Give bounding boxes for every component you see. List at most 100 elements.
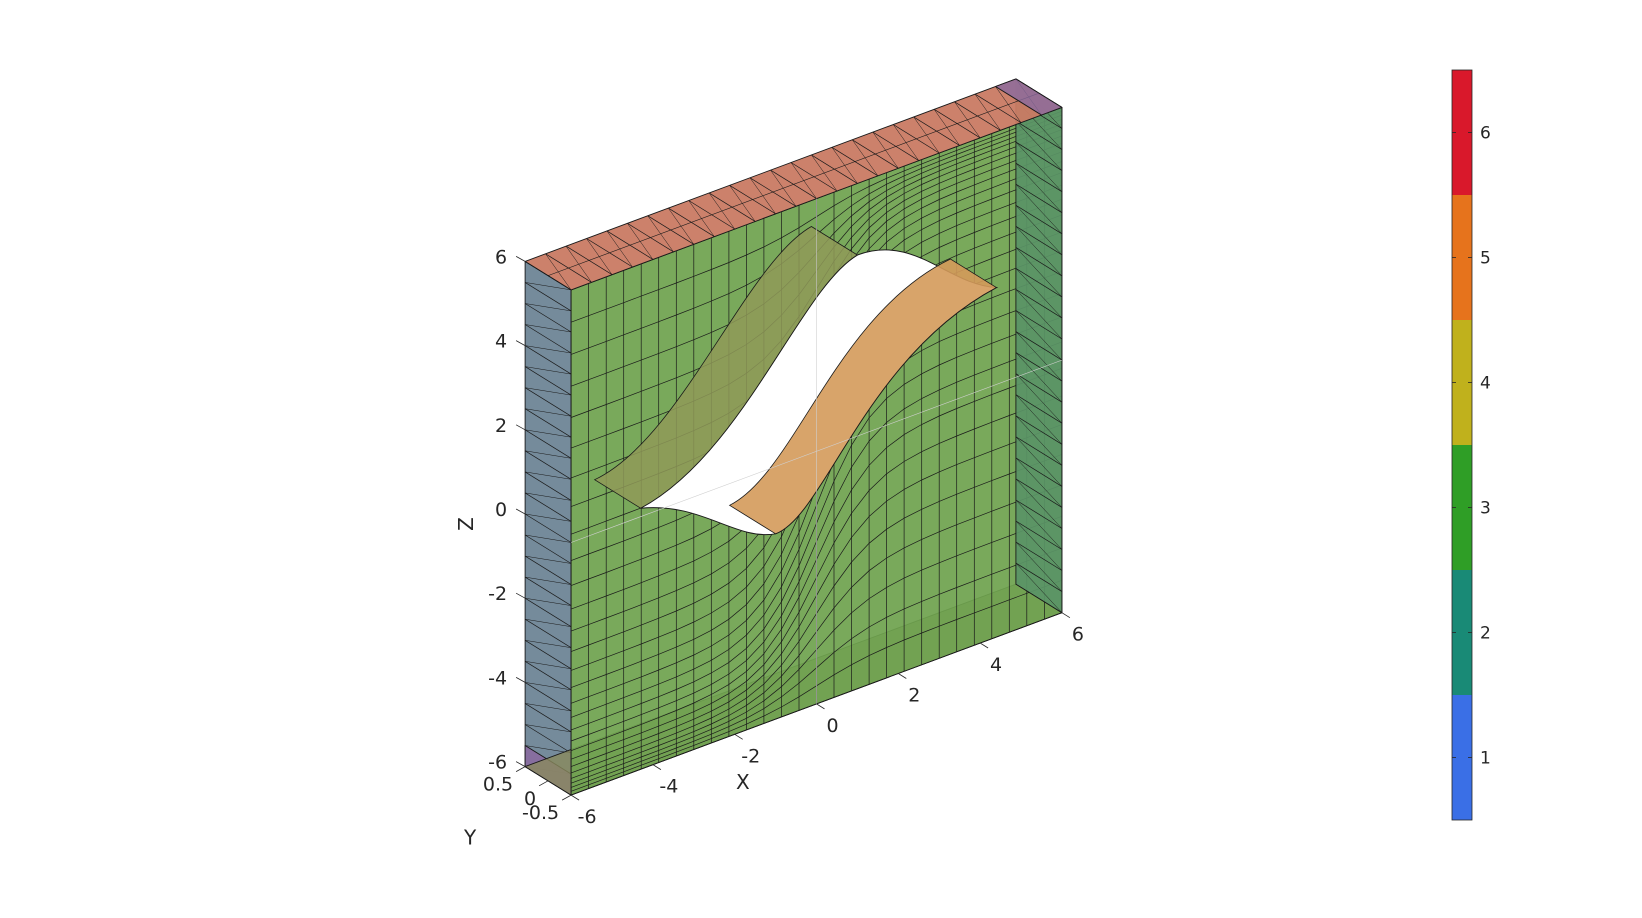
- mesh-line: [525, 640, 572, 648]
- colorbar-frame: [1451, 69, 1473, 821]
- z-tick-label: -6: [488, 752, 507, 774]
- mesh-line: [1015, 120, 1063, 150]
- mesh-line: [1015, 184, 1063, 234]
- mesh-line: [1015, 436, 1063, 466]
- mesh-line: [524, 618, 572, 648]
- z-tick-mark: [515, 256, 526, 262]
- mesh-line: [1015, 478, 1063, 508]
- mesh-line: [524, 429, 572, 459]
- x-tick-label: 0: [826, 715, 838, 737]
- mesh-line: [525, 408, 572, 417]
- mesh-line: [525, 282, 572, 291]
- x-tick-mark: [979, 642, 989, 649]
- mesh-line: [525, 387, 572, 396]
- colorbar-segment: [1452, 570, 1472, 695]
- colorbar-tick-label: 2: [1480, 624, 1491, 644]
- mesh-line: [1015, 141, 1063, 171]
- colorbar: 1 2 3 4 5 6: [1451, 69, 1491, 821]
- mesh-line: [524, 534, 572, 564]
- mesh-line: [1015, 141, 1063, 192]
- z-tick-mark: [515, 508, 526, 515]
- mesh-line: [1015, 415, 1063, 466]
- z-tick-label: 2: [495, 415, 507, 437]
- z-tick-label: 4: [495, 331, 507, 353]
- z-tick-mark: [515, 592, 526, 599]
- mesh-line: [1015, 226, 1063, 277]
- x-tick-mark: [1061, 612, 1071, 619]
- mesh-line: [525, 429, 572, 438]
- mesh-line: [524, 682, 572, 712]
- mesh-line: [525, 576, 572, 585]
- corner-cell: [995, 78, 1063, 116]
- mesh-line: [1015, 520, 1063, 550]
- mesh-line: [1015, 310, 1063, 340]
- mesh-line: [525, 555, 572, 564]
- mesh-line: [1015, 183, 1063, 213]
- colorbar-segment: [1452, 445, 1472, 570]
- left-face: [524, 260, 572, 796]
- mesh-line: [524, 261, 572, 291]
- mesh-line: [524, 576, 572, 606]
- mesh-line: [1015, 289, 1063, 319]
- mesh-line: [524, 597, 572, 627]
- mesh-line: [524, 703, 572, 733]
- mesh-line: [525, 513, 572, 522]
- mesh-line: [1015, 352, 1063, 382]
- mesh-line: [524, 661, 572, 691]
- z-tick-mark: [515, 677, 526, 683]
- y-tick-label: 0: [524, 788, 536, 810]
- mesh-line: [1015, 562, 1063, 613]
- colorbar-tick-label: 5: [1480, 249, 1491, 269]
- mesh-line: [1015, 247, 1063, 298]
- mesh-line: [524, 303, 572, 333]
- mesh-line: [525, 303, 572, 312]
- x-tick-mark: [816, 703, 825, 710]
- mesh-line: [1015, 394, 1063, 445]
- mesh-line: [1015, 205, 1063, 235]
- mesh-line: [1015, 520, 1063, 571]
- mesh-line: [1015, 541, 1063, 571]
- mesh-line: [525, 703, 572, 712]
- mesh-line: [524, 324, 572, 354]
- mesh-line: [1015, 226, 1063, 256]
- mesh-line: [1015, 373, 1063, 403]
- mesh-line: [1015, 247, 1063, 277]
- mesh-line: [1015, 562, 1063, 592]
- colorbar-segment: [1452, 695, 1472, 820]
- mesh-line: [525, 682, 572, 691]
- x-tick-label: 4: [990, 654, 1002, 676]
- x-tick-label: 6: [1072, 624, 1084, 646]
- mesh-line: [1015, 162, 1063, 192]
- mesh-line: [524, 492, 572, 522]
- mesh-line: [1015, 331, 1063, 361]
- y-tick-mark: [561, 794, 572, 801]
- mesh-line: [525, 661, 572, 670]
- mesh-line: [1015, 289, 1063, 340]
- mesh-line: [1015, 457, 1063, 487]
- right-face: [1015, 78, 1063, 614]
- mesh-line: [524, 450, 572, 480]
- mesh-line: [1015, 499, 1063, 550]
- mesh-line: [1015, 415, 1063, 445]
- mesh-line: [525, 450, 572, 459]
- x-axis-label: X: [736, 770, 750, 794]
- hole-wall-lower: [728, 258, 998, 535]
- mesh-line: [525, 366, 572, 375]
- mesh-line: [524, 387, 572, 417]
- y-tick-mark: [515, 766, 526, 772]
- mesh-line: [525, 745, 572, 754]
- mesh-line: [1015, 478, 1063, 529]
- colorbar-segment: [1452, 70, 1472, 195]
- z-tick-mark: [515, 340, 526, 346]
- hole-surfaces: [593, 226, 999, 536]
- x-tick-mark: [898, 673, 907, 679]
- z-tick-mark: [515, 761, 526, 767]
- mesh-line: [1015, 394, 1063, 424]
- mesh-line: [1015, 457, 1063, 508]
- mesh-line: [525, 345, 572, 354]
- colorbar-tick-label: 4: [1480, 374, 1491, 394]
- mesh-line: [524, 724, 572, 754]
- mesh-line: [1015, 120, 1063, 171]
